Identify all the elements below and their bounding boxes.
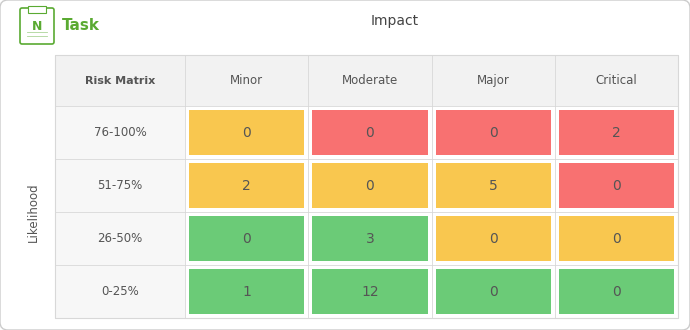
Text: 1: 1	[242, 284, 251, 299]
Bar	[313, 110, 428, 155]
Bar	[28, 6, 46, 13]
Text: 51-75%: 51-75%	[97, 179, 143, 192]
Text: 0-25%: 0-25%	[101, 285, 139, 298]
Bar	[55, 265, 185, 318]
Bar	[313, 163, 428, 208]
Text: 0: 0	[489, 232, 497, 246]
Text: 0: 0	[242, 232, 251, 246]
Text: Critical: Critical	[595, 74, 638, 87]
Text: Major: Major	[477, 74, 509, 87]
Bar	[313, 216, 428, 261]
Text: 0: 0	[366, 126, 374, 140]
Bar	[435, 163, 551, 208]
Text: Moderate: Moderate	[342, 74, 398, 87]
Text: 2: 2	[242, 179, 251, 193]
Bar	[559, 216, 674, 261]
Text: 3: 3	[366, 232, 374, 246]
Text: 0: 0	[612, 179, 621, 193]
Text: 76-100%: 76-100%	[94, 126, 146, 139]
Text: Likelihood: Likelihood	[26, 182, 39, 242]
Text: 0: 0	[489, 126, 497, 140]
Bar	[55, 55, 678, 318]
Bar	[559, 163, 674, 208]
Bar	[313, 269, 428, 314]
Bar	[559, 110, 674, 155]
Text: 12: 12	[361, 284, 379, 299]
Text: 5: 5	[489, 179, 497, 193]
Text: Impact: Impact	[371, 14, 419, 28]
Bar	[55, 212, 185, 265]
Text: Risk Matrix: Risk Matrix	[85, 76, 155, 86]
Text: 26-50%: 26-50%	[97, 232, 143, 245]
Text: 0: 0	[489, 284, 497, 299]
Bar	[189, 110, 304, 155]
Bar	[55, 159, 185, 212]
Text: 2: 2	[612, 126, 621, 140]
Bar	[435, 216, 551, 261]
FancyBboxPatch shape	[20, 8, 54, 44]
Bar	[55, 106, 185, 159]
Text: N: N	[32, 20, 42, 34]
Bar	[435, 269, 551, 314]
Text: 0: 0	[612, 232, 621, 246]
Text: Minor: Minor	[230, 74, 263, 87]
Bar	[189, 269, 304, 314]
Bar	[189, 163, 304, 208]
Bar	[55, 55, 678, 106]
Text: 0: 0	[242, 126, 251, 140]
Text: 0: 0	[366, 179, 374, 193]
Bar	[435, 110, 551, 155]
Bar	[189, 216, 304, 261]
Bar	[559, 269, 674, 314]
Text: Task: Task	[62, 18, 100, 34]
Text: 0: 0	[612, 284, 621, 299]
